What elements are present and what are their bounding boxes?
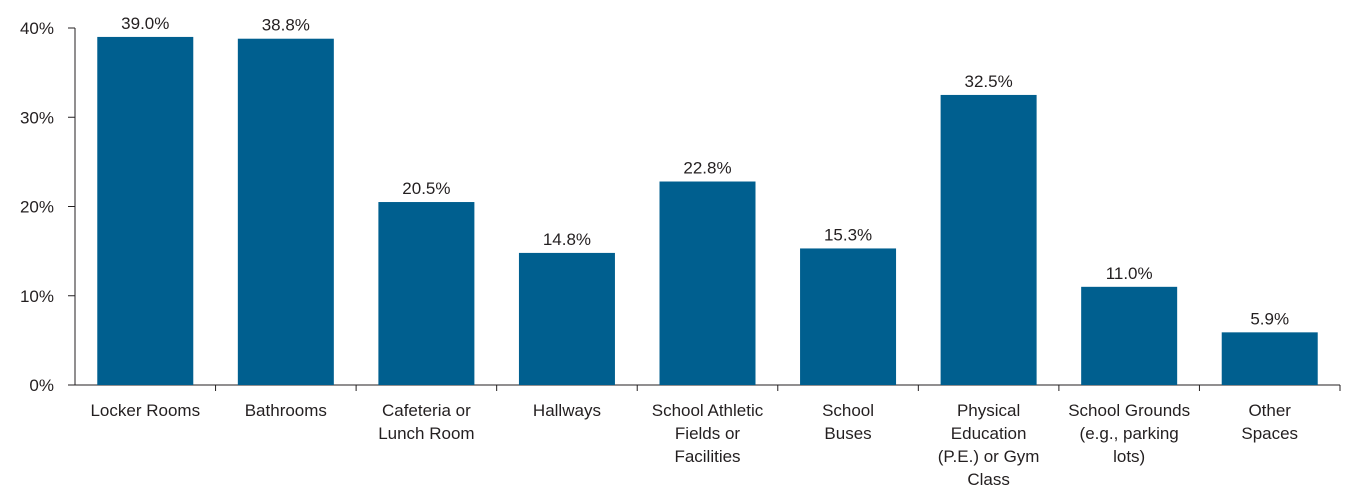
- bars: [97, 36, 1318, 386]
- bar: [800, 248, 897, 385]
- category-label-line: (e.g., parking: [1080, 424, 1179, 443]
- category-label: Physical Education (P.E.) or Gym Class: [938, 401, 1040, 489]
- category-label-line: (P.E.) or Gym: [938, 447, 1040, 466]
- bar-value-label: 5.9%: [1250, 309, 1289, 328]
- bar-value-label: 15.3%: [824, 225, 872, 244]
- bar-value-label: 20.5%: [402, 179, 450, 198]
- bar: [237, 38, 334, 386]
- bar-value-label: 38.8%: [262, 16, 310, 35]
- category-label-line: School Grounds: [1068, 401, 1190, 420]
- category-label: Other Spaces: [1241, 401, 1298, 443]
- bar: [1221, 332, 1318, 385]
- x-axis: [68, 384, 1341, 391]
- value-labels: 39.0% 38.8% 20.5% 14.8% 22.8% 15.3% 32.5% 11.0%…: [121, 14, 1289, 328]
- category-label: School Grounds (e.g., parking lots): [1068, 401, 1190, 466]
- category-label-line: Bathrooms: [245, 401, 327, 420]
- bar-value-label: 32.5%: [965, 72, 1013, 91]
- bar: [659, 181, 756, 385]
- category-label-line: School: [822, 401, 874, 420]
- bar-value-label: 22.8%: [683, 159, 731, 178]
- category-label-line: Facilities: [674, 447, 740, 466]
- category-label-line: Education: [951, 424, 1027, 443]
- category-label-line: Class: [967, 470, 1010, 489]
- y-tick-label: 40%: [20, 19, 54, 38]
- bar: [518, 252, 615, 385]
- category-label-line: Hallways: [533, 401, 601, 420]
- category-label-line: Buses: [824, 424, 871, 443]
- bar: [378, 202, 475, 385]
- category-label: School Buses: [822, 401, 874, 443]
- y-tick-label: 10%: [20, 287, 54, 306]
- bar: [940, 94, 1037, 385]
- category-labels: Locker Rooms Bathrooms Cafeteria or Lunch R…: [90, 401, 1298, 489]
- y-tick-label: 30%: [20, 108, 54, 127]
- category-label: School Athletic Fields or Facilities: [652, 401, 764, 466]
- y-tick-label: 20%: [20, 198, 54, 217]
- category-label-line: Locker Rooms: [90, 401, 200, 420]
- category-label-line: Fields or: [675, 424, 741, 443]
- category-label: Bathrooms: [245, 401, 327, 420]
- category-label-line: Physical: [957, 401, 1020, 420]
- y-axis: 0% 10% 20% 30% 40%: [20, 19, 76, 395]
- category-label: Locker Rooms: [90, 401, 200, 420]
- bar-value-label: 14.8%: [543, 230, 591, 249]
- category-label-line: Spaces: [1241, 424, 1298, 443]
- category-label-line: Other: [1248, 401, 1291, 420]
- bar-value-label: 39.0%: [121, 14, 169, 33]
- category-label-line: lots): [1113, 447, 1145, 466]
- category-label-line: Cafeteria or: [382, 401, 471, 420]
- category-label-line: Lunch Room: [378, 424, 474, 443]
- bar: [1081, 286, 1178, 385]
- bar-value-label: 11.0%: [1106, 264, 1153, 283]
- bar: [97, 36, 194, 386]
- category-label: Hallways: [533, 401, 601, 420]
- y-tick-label: 0%: [29, 376, 54, 395]
- category-label: Cafeteria or Lunch Room: [378, 401, 474, 443]
- category-label-line: School Athletic: [652, 401, 764, 420]
